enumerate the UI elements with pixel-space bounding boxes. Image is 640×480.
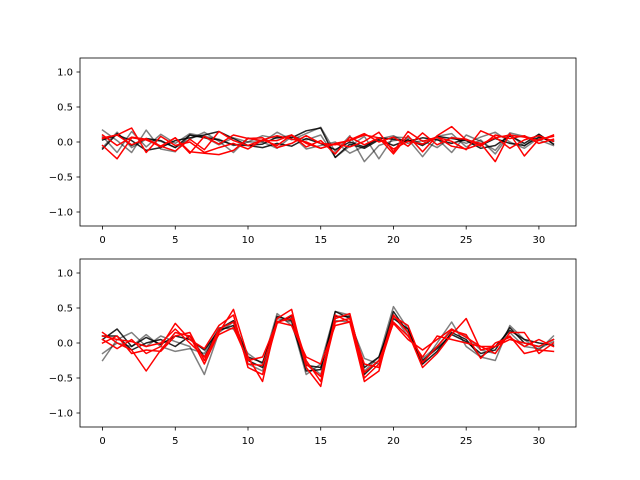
series-group [101, 125, 555, 163]
red-series-line-5 [101, 314, 555, 383]
y-tick-label: 0.5 [57, 103, 73, 114]
red-series-line-7 [101, 321, 555, 369]
x-tick-label: 30 [533, 436, 546, 447]
series-group [101, 305, 555, 388]
y-tick-label: −1.0 [49, 409, 73, 420]
x-tick-label: 0 [99, 436, 105, 447]
y-tick-label: −1.0 [49, 208, 73, 219]
y-tick-label: 0.0 [57, 138, 73, 149]
x-tick-label: 5 [172, 436, 178, 447]
y-tick-label: 0.5 [57, 304, 73, 315]
x-tick-label: 25 [460, 436, 473, 447]
x-tick-label: 0 [99, 235, 105, 246]
red-series-line-8 [101, 134, 555, 156]
x-tick-label: 30 [533, 235, 546, 246]
x-tick-label: 10 [242, 436, 255, 447]
y-tick-label: −0.5 [49, 374, 73, 385]
x-tick-label: 20 [387, 436, 400, 447]
subplot-bottom: 0 5 10 15 20 25 30 −1.0 −0.5 0.0 0.5 1.0 [49, 258, 577, 447]
x-tick-label: 25 [460, 235, 473, 246]
red-series-line-6 [101, 125, 555, 163]
x-tick-label: 15 [314, 235, 327, 246]
y-tick-label: 1.0 [57, 269, 73, 280]
x-tick-label: 10 [242, 235, 255, 246]
x-tick-label: 20 [387, 235, 400, 246]
x-tick-label: 5 [172, 235, 178, 246]
red-series-line-6 [101, 312, 555, 378]
y-tick-label: −0.5 [49, 173, 73, 184]
subplot-top: 0 5 10 15 20 25 30 −1.0 −0.5 0.0 0.5 1.0 [49, 57, 577, 246]
y-tick-label: 1.0 [57, 68, 73, 79]
y-tick-label: 0.0 [57, 339, 73, 350]
x-tick-label: 15 [314, 436, 327, 447]
